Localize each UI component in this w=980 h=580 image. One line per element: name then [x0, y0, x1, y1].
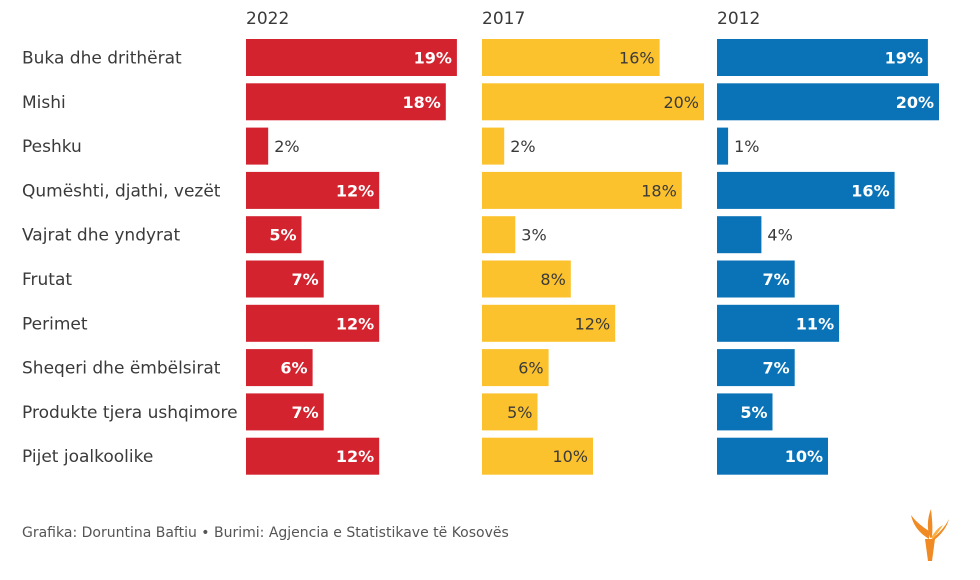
data-label-2017: 16% [619, 49, 655, 68]
category-label: Qumështi, djathi, vezët [22, 181, 221, 201]
bar-2017 [482, 304, 616, 342]
bar-2022 [246, 171, 380, 209]
category-label: Pijet joalkoolike [22, 447, 153, 467]
data-label-2012: 11% [796, 314, 834, 333]
data-label-2012: 7% [763, 359, 790, 378]
bar-2022 [246, 216, 302, 254]
data-label-2017: 3% [521, 226, 546, 245]
data-label-2017: 2% [510, 137, 535, 156]
rfe-torch-logo [905, 505, 955, 569]
bar-2012 [717, 393, 773, 431]
bar-2017 [482, 260, 571, 298]
category-label: Sheqeri dhe ëmbëlsirat [22, 359, 221, 379]
chart: Buka dhe drithërat Mishi Peshku Qumështi, d… [22, 9, 939, 475]
data-label-2022: 7% [292, 270, 319, 289]
bar-2017 [482, 171, 682, 209]
data-label-2022: 12% [336, 447, 374, 466]
data-label-2017: 20% [663, 93, 699, 112]
data-label-2022: 19% [414, 49, 452, 68]
bar-2022 [246, 304, 380, 342]
data-label-2022: 18% [403, 93, 441, 112]
category-label: Frutat [22, 270, 72, 290]
category-label: Peshku [22, 137, 82, 157]
data-label-2012: 20% [896, 93, 934, 112]
category-label: Perimet [22, 314, 88, 334]
bar-2017 [482, 393, 538, 431]
data-label-2012: 19% [885, 49, 923, 68]
category-label: Vajrat dhe yndyrat [22, 226, 180, 246]
bar-2012 [717, 83, 939, 121]
data-label-2012: 4% [767, 226, 792, 245]
data-label-2017: 6% [518, 359, 543, 378]
bar-2012 [717, 39, 928, 76]
bar-2012 [717, 349, 795, 387]
bar-2022 [246, 349, 313, 387]
data-label-2012: 10% [785, 447, 823, 466]
bar-2012 [717, 260, 795, 298]
bar-2022 [246, 83, 446, 121]
data-label-2017: 8% [540, 270, 565, 289]
bar-2012 [717, 171, 895, 209]
bar-2012 [717, 304, 840, 342]
category-label: Mishi [22, 93, 66, 113]
data-label-2022: 5% [269, 226, 296, 245]
bar-2022 [246, 260, 324, 298]
series-header-2012: 2012 [717, 9, 760, 29]
data-label-2017: 10% [552, 447, 588, 466]
bar-2017 [482, 39, 660, 76]
data-label-2012: 5% [740, 403, 767, 422]
torch-icon [911, 509, 949, 561]
bar-2017 [482, 216, 516, 254]
category-label: Produkte tjera ushqimore [22, 403, 238, 423]
bar-2017 [482, 83, 704, 121]
bar-2017 [482, 127, 505, 165]
data-label-2017: 12% [575, 314, 611, 333]
series-header-2017: 2017 [482, 9, 525, 29]
bar-2012 [717, 216, 762, 254]
bar-2012 [717, 127, 729, 165]
bar-2022 [246, 39, 457, 76]
bar-2022 [246, 127, 269, 165]
data-label-2022: 2% [274, 137, 299, 156]
series-header-2022: 2022 [246, 9, 289, 29]
data-label-2017: 18% [641, 181, 677, 200]
bar-2022 [246, 393, 324, 431]
data-label-2017: 5% [507, 403, 532, 422]
bar-2017 [482, 437, 593, 475]
data-label-2012: 16% [851, 181, 889, 200]
data-label-2022: 7% [292, 403, 319, 422]
data-label-2012: 1% [734, 137, 759, 156]
data-label-2022: 12% [336, 314, 374, 333]
category-label: Buka dhe drithërat [22, 49, 182, 69]
bar-2017 [482, 349, 549, 387]
bar-2012 [717, 437, 828, 475]
data-label-2022: 12% [336, 181, 374, 200]
bar-2022 [246, 437, 380, 475]
footer-credit: Grafika: Doruntina Baftiu • Burimi: Agje… [22, 525, 509, 541]
data-label-2012: 7% [763, 270, 790, 289]
data-label-2022: 6% [280, 359, 307, 378]
